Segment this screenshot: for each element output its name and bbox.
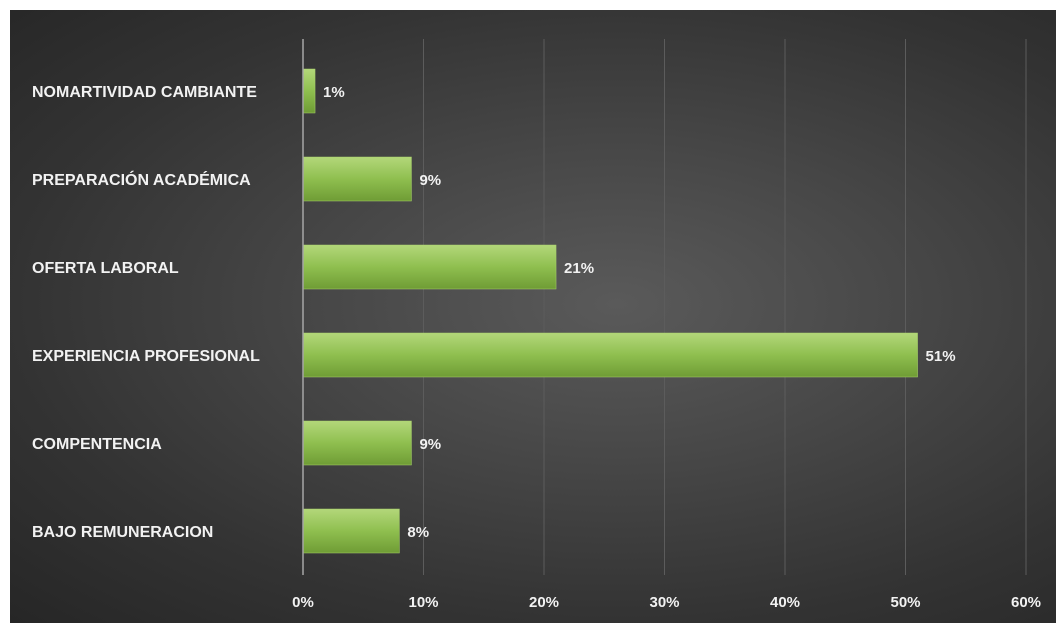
category-label: NOMARTIVIDAD CAMBIANTE [32, 84, 257, 101]
category-label: BAJO REMUNERACION [32, 524, 213, 541]
category-label: OFERTA LABORAL [32, 260, 179, 277]
x-tick-label: 10% [408, 594, 438, 611]
x-tick-label: 60% [1011, 594, 1041, 611]
bar [302, 156, 412, 202]
bar [302, 508, 400, 554]
data-label: 51% [926, 348, 956, 365]
bar [302, 332, 918, 378]
data-label: 21% [564, 260, 594, 277]
x-tick-label: 50% [890, 594, 920, 611]
labels: 0% 10% 20% 30% 40% 50% 60% NOMARTIVIDAD CAMBIAN… [32, 84, 1041, 611]
data-label: 8% [407, 524, 429, 541]
data-label: 9% [419, 436, 441, 453]
bars [302, 68, 918, 554]
data-label: 9% [419, 172, 441, 189]
category-label: PREPARACIÓN ACADÉMICA [32, 170, 251, 189]
x-tick-label: 40% [770, 594, 800, 611]
category-label: EXPERIENCIA PROFESIONAL [32, 348, 260, 365]
bar [302, 420, 412, 466]
bar-chart: 0% 10% 20% 30% 40% 50% 60% NOMARTIVIDAD CAMBIAN… [32, 39, 1041, 611]
chart-area: 0% 10% 20% 30% 40% 50% 60% NOMARTIVIDAD CAMBIAN… [10, 10, 1056, 623]
category-label: COMPENTENCIA [32, 436, 162, 453]
bar [302, 68, 316, 114]
data-label: 1% [323, 84, 345, 101]
x-tick-label: 30% [649, 594, 679, 611]
x-tick-label: 20% [529, 594, 559, 611]
gridlines [423, 39, 1027, 575]
bar [302, 244, 557, 290]
x-tick-label: 0% [292, 594, 314, 611]
